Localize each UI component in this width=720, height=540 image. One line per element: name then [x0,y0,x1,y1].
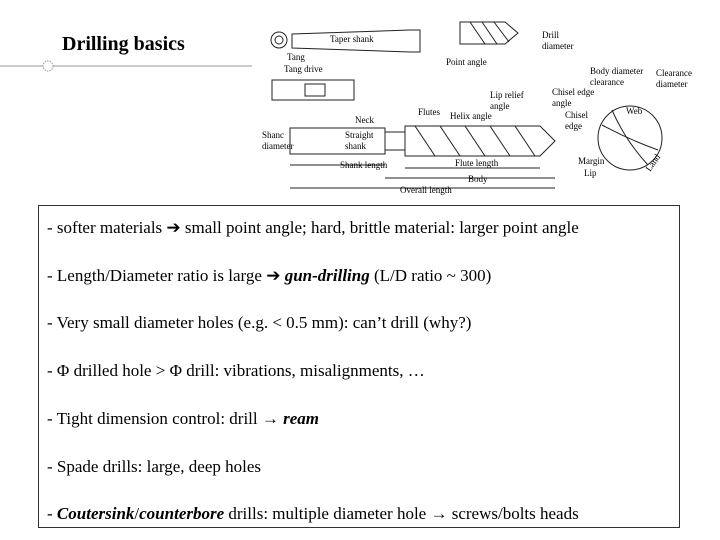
bullet-text: - Tight dimension control: drill → [47,408,284,428]
bullet-text: (L/D ratio ~ 300) [369,265,492,285]
bullet: - Coutersink/counterbore drills: multipl… [47,504,579,524]
diagram-label: diameter [656,79,687,89]
rule-dot [42,60,54,72]
diagram-label: Body [468,174,488,184]
bullet-box: - softer materials ➔ small point angle; … [38,205,680,528]
diagram-label: angle [552,98,572,108]
bullet-text: drills: multiple diameter hole → screws/… [224,504,579,524]
diagram-label: Lip [584,168,597,178]
diagram-label: Margin [578,156,605,166]
bullet: - Φ drilled hole > Φ drill: vibrations, … [47,361,425,381]
diagram-label: Chisel [565,110,589,120]
bullet-text: - softer materials ➔ small point angle; … [47,218,579,237]
diagram-label: Helix angle [450,111,492,121]
slide-title: Drilling basics [62,33,185,55]
bullet-text: - Length/Diameter ratio is large ➔ [47,265,285,285]
diagram-label: Shanc [262,130,284,140]
diagram-label: Body diameter [590,66,643,76]
bullet-text: - Very small diameter holes (e.g. < 0.5 … [47,313,472,333]
bullet: - Tight dimension control: drill → ream [47,409,319,429]
drill-drawing [270,21,663,189]
diagram-label: Chisel edge [552,87,594,97]
diagram-label: angle [490,101,510,111]
diagram-label: diameter [542,41,573,51]
diagram-label: Neck [355,115,374,125]
diagram-label: Land [643,152,662,173]
diagram-label: Shank length [340,160,388,170]
bullet-emphasis: counterbore [139,504,225,524]
bullet-text: - Spade drills: large, deep holes [47,456,262,476]
diagram-label: clearance [590,77,624,87]
bullet: - Very small diameter holes (e.g. < 0.5 … [47,313,471,333]
diagram-label: Flute length [455,158,499,168]
bullet-emphasis: Coutersink [56,504,135,524]
diagram-label: Overall length [400,185,452,195]
diagram-label: Web [626,106,643,116]
diagram-label: edge [565,121,582,131]
diagram-label: Drill [542,30,559,40]
diagram-label: Tang drive [284,64,323,74]
diagram-label: Point angle [446,57,487,67]
bullet: - Spade drills: large, deep holes [47,457,261,477]
diagram-label: Clearance [656,68,692,78]
bullet: - softer materials ➔ small point angle; … [47,218,579,238]
bullet-emphasis: ream [283,408,320,428]
bullet-text: - [47,504,57,524]
bullet-text: / [134,504,140,524]
diagram-label: Taper shank [330,34,374,44]
bullet: - Length/Diameter ratio is large ➔ gun-d… [47,266,491,286]
diagram-label: Lip relief [490,90,524,100]
diagram-label: Flutes [418,107,441,117]
bullet-text: - Φ drilled hole > Φ drill: vibrations, … [47,361,425,381]
diagram-label: Straight [345,130,374,140]
diagram-label: Tang [287,52,305,62]
bullet-emphasis: gun-drilling [284,265,370,285]
diagram-label: shank [345,141,366,151]
diagram-label: diameter [262,141,293,151]
